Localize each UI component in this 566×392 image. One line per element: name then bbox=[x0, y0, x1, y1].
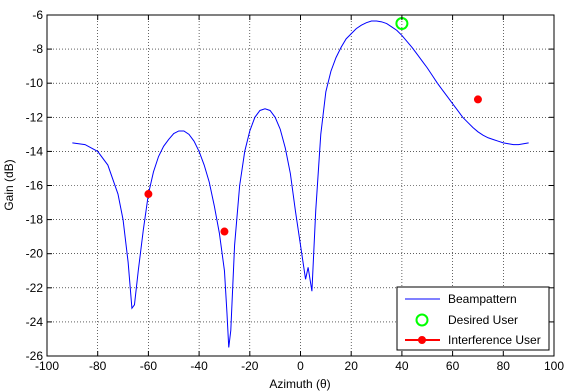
y-tick-label: -18 bbox=[26, 213, 44, 227]
y-tick-label: -16 bbox=[26, 179, 44, 193]
y-tick-label: -6 bbox=[32, 8, 43, 22]
grid-lines bbox=[47, 15, 554, 356]
legend-marker-desired-user bbox=[415, 313, 429, 327]
x-tick-label: 0 bbox=[297, 359, 304, 373]
y-axis-label: Gain (dB) bbox=[2, 159, 16, 210]
y-tick-label: -22 bbox=[26, 281, 44, 295]
x-tick-label: -80 bbox=[89, 359, 107, 373]
legend: Beampattern Desired User Interference Us… bbox=[396, 286, 550, 351]
x-tick-label: -60 bbox=[140, 359, 158, 373]
legend-label-desired-user: Desired User bbox=[448, 313, 518, 327]
y-tick-label: -14 bbox=[26, 144, 44, 158]
interference-user-point bbox=[473, 95, 482, 104]
beampattern-line bbox=[72, 20, 529, 348]
x-tick-label: 80 bbox=[497, 359, 511, 373]
axes: -100 -80 -60 -40 -20 0 20 40 60 80 100 -26 -24 -22 -20… bbox=[26, 8, 565, 373]
y-tick-label: -26 bbox=[26, 349, 44, 363]
y-tick-label: -24 bbox=[26, 315, 44, 329]
y-tick-label: -12 bbox=[26, 110, 44, 124]
x-tick-label: -40 bbox=[190, 359, 208, 373]
y-tick-label: -20 bbox=[26, 247, 44, 261]
legend-label-beampattern: Beampattern bbox=[448, 292, 517, 306]
x-tick-label: 100 bbox=[544, 359, 564, 373]
x-tick-label: 20 bbox=[345, 359, 359, 373]
y-tick-label: -8 bbox=[32, 42, 43, 56]
interference-user-point bbox=[144, 190, 153, 199]
x-tick-label: -100 bbox=[35, 359, 59, 373]
x-tick-label: 60 bbox=[446, 359, 460, 373]
series-layer bbox=[72, 17, 529, 348]
legend-label-interference-user: Interference User bbox=[448, 333, 541, 347]
x-axis-label: Azimuth (θ) bbox=[269, 377, 330, 391]
x-tick-label: -20 bbox=[241, 359, 259, 373]
x-tick-label: 40 bbox=[395, 359, 409, 373]
interference-user-point bbox=[220, 227, 229, 236]
legend-marker-interference-user bbox=[418, 336, 426, 344]
y-tick-label: -10 bbox=[26, 76, 44, 90]
